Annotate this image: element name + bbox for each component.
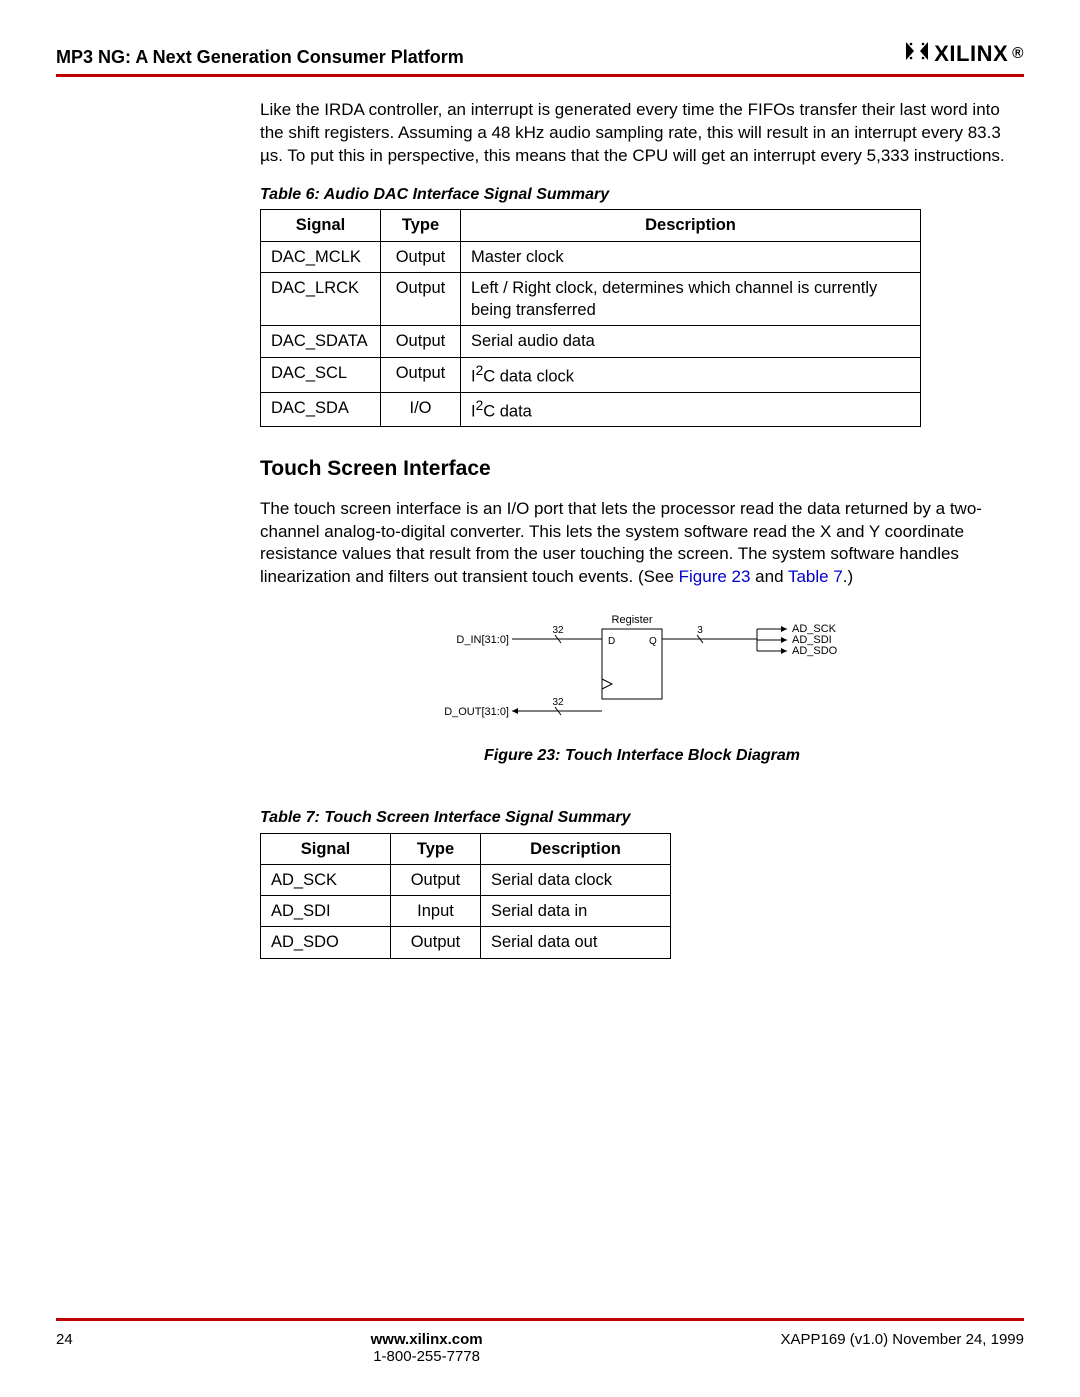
cell-signal: DAC_LRCK	[261, 272, 381, 326]
logo-registered: ®	[1012, 45, 1024, 63]
footer-link[interactable]: www.xilinx.com	[371, 1331, 483, 1348]
fig-din-label: D_IN[31:0]	[456, 634, 509, 646]
xilinx-logo: XILINX®	[904, 40, 1024, 68]
table-row: DAC_SDATAOutputSerial audio data	[261, 326, 921, 357]
table-row: AD_SDIInputSerial data in	[261, 896, 671, 927]
table6-caption: Table 6: Audio DAC Interface Signal Summ…	[260, 184, 1024, 206]
cell-type: Output	[381, 272, 461, 326]
cell-desc: I2C data clock	[461, 357, 921, 392]
fig-q-label: Q	[649, 636, 657, 647]
table7: SignalTypeDescriptionAD_SCKOutputSerial …	[260, 833, 671, 959]
cell-signal: DAC_SDA	[261, 392, 381, 427]
cell-signal: DAC_SCL	[261, 357, 381, 392]
table-row: AD_SDOOutputSerial data out	[261, 927, 671, 958]
cell-desc: Serial data in	[481, 896, 671, 927]
figure23-diagram: Register D_IN[31:0] D_OUT[31:0] 32 32 3 …	[427, 611, 857, 731]
table-row: AD_SCKOutputSerial data clock	[261, 864, 671, 895]
table-ref-link[interactable]: Table 7	[788, 567, 843, 586]
fig-adsdo: AD_SDO	[792, 645, 838, 657]
para2-pre: The touch screen interface is an I/O por…	[260, 499, 982, 587]
footer-docid: XAPP169 (v1.0) November 24, 1999	[781, 1331, 1024, 1348]
para2-mid: and	[750, 567, 788, 586]
figure23-caption: Figure 23: Touch Interface Block Diagram	[260, 745, 1024, 767]
cell-type: Output	[391, 927, 481, 958]
cell-desc: Serial data clock	[481, 864, 671, 895]
page-header: MP3 NG: A Next Generation Consumer Platf…	[56, 40, 1024, 77]
cell-type: Output	[381, 241, 461, 272]
cell-type: Input	[391, 896, 481, 927]
cell-signal: DAC_MCLK	[261, 241, 381, 272]
fig-d-label: D	[608, 636, 615, 647]
table-row: DAC_SDAI/OI2C data	[261, 392, 921, 427]
fig-w3: 3	[697, 625, 703, 636]
cell-type: Output	[381, 357, 461, 392]
table-header: Description	[481, 833, 671, 864]
table-header: Signal	[261, 210, 381, 241]
table-header: Type	[381, 210, 461, 241]
page-footer: 24 www.xilinx.com 1-800-255-7778 XAPP169…	[56, 1318, 1024, 1365]
cell-desc: Master clock	[461, 241, 921, 272]
para2-post: .)	[843, 567, 853, 586]
touch-paragraph: The touch screen interface is an I/O por…	[260, 498, 1024, 590]
fig-w32b: 32	[552, 697, 564, 708]
cell-signal: AD_SDO	[261, 927, 391, 958]
table7-caption: Table 7: Touch Screen Interface Signal S…	[260, 807, 1024, 829]
footer-phone: 1-800-255-7778	[373, 1348, 480, 1365]
logo-text: XILINX	[934, 41, 1008, 67]
cell-signal: AD_SDI	[261, 896, 391, 927]
cell-signal: DAC_SDATA	[261, 326, 381, 357]
table-header: Signal	[261, 833, 391, 864]
main-content: Like the IRDA controller, an interrupt i…	[260, 99, 1024, 959]
cell-type: Output	[381, 326, 461, 357]
figure-ref-link[interactable]: Figure 23	[679, 567, 751, 586]
table-row: DAC_SCLOutputI2C data clock	[261, 357, 921, 392]
cell-desc: Left / Right clock, determines which cha…	[461, 272, 921, 326]
fig-dout-label: D_OUT[31:0]	[444, 706, 509, 718]
table-header: Type	[391, 833, 481, 864]
section-heading: Touch Screen Interface	[260, 455, 1024, 483]
header-title: MP3 NG: A Next Generation Consumer Platf…	[56, 47, 464, 68]
logo-mark-icon	[904, 40, 930, 68]
table6: SignalTypeDescriptionDAC_MCLKOutputMaste…	[260, 209, 921, 427]
cell-type: Output	[391, 864, 481, 895]
cell-desc: Serial audio data	[461, 326, 921, 357]
footer-page-number: 24	[56, 1331, 73, 1348]
cell-signal: AD_SCK	[261, 864, 391, 895]
cell-type: I/O	[381, 392, 461, 427]
table-row: DAC_LRCKOutputLeft / Right clock, determ…	[261, 272, 921, 326]
fig-reg-label: Register	[612, 614, 653, 626]
cell-desc: Serial data out	[481, 927, 671, 958]
cell-desc: I2C data	[461, 392, 921, 427]
fig-w32a: 32	[552, 625, 564, 636]
table-row: DAC_MCLKOutputMaster clock	[261, 241, 921, 272]
table-header: Description	[461, 210, 921, 241]
intro-paragraph: Like the IRDA controller, an interrupt i…	[260, 99, 1024, 168]
